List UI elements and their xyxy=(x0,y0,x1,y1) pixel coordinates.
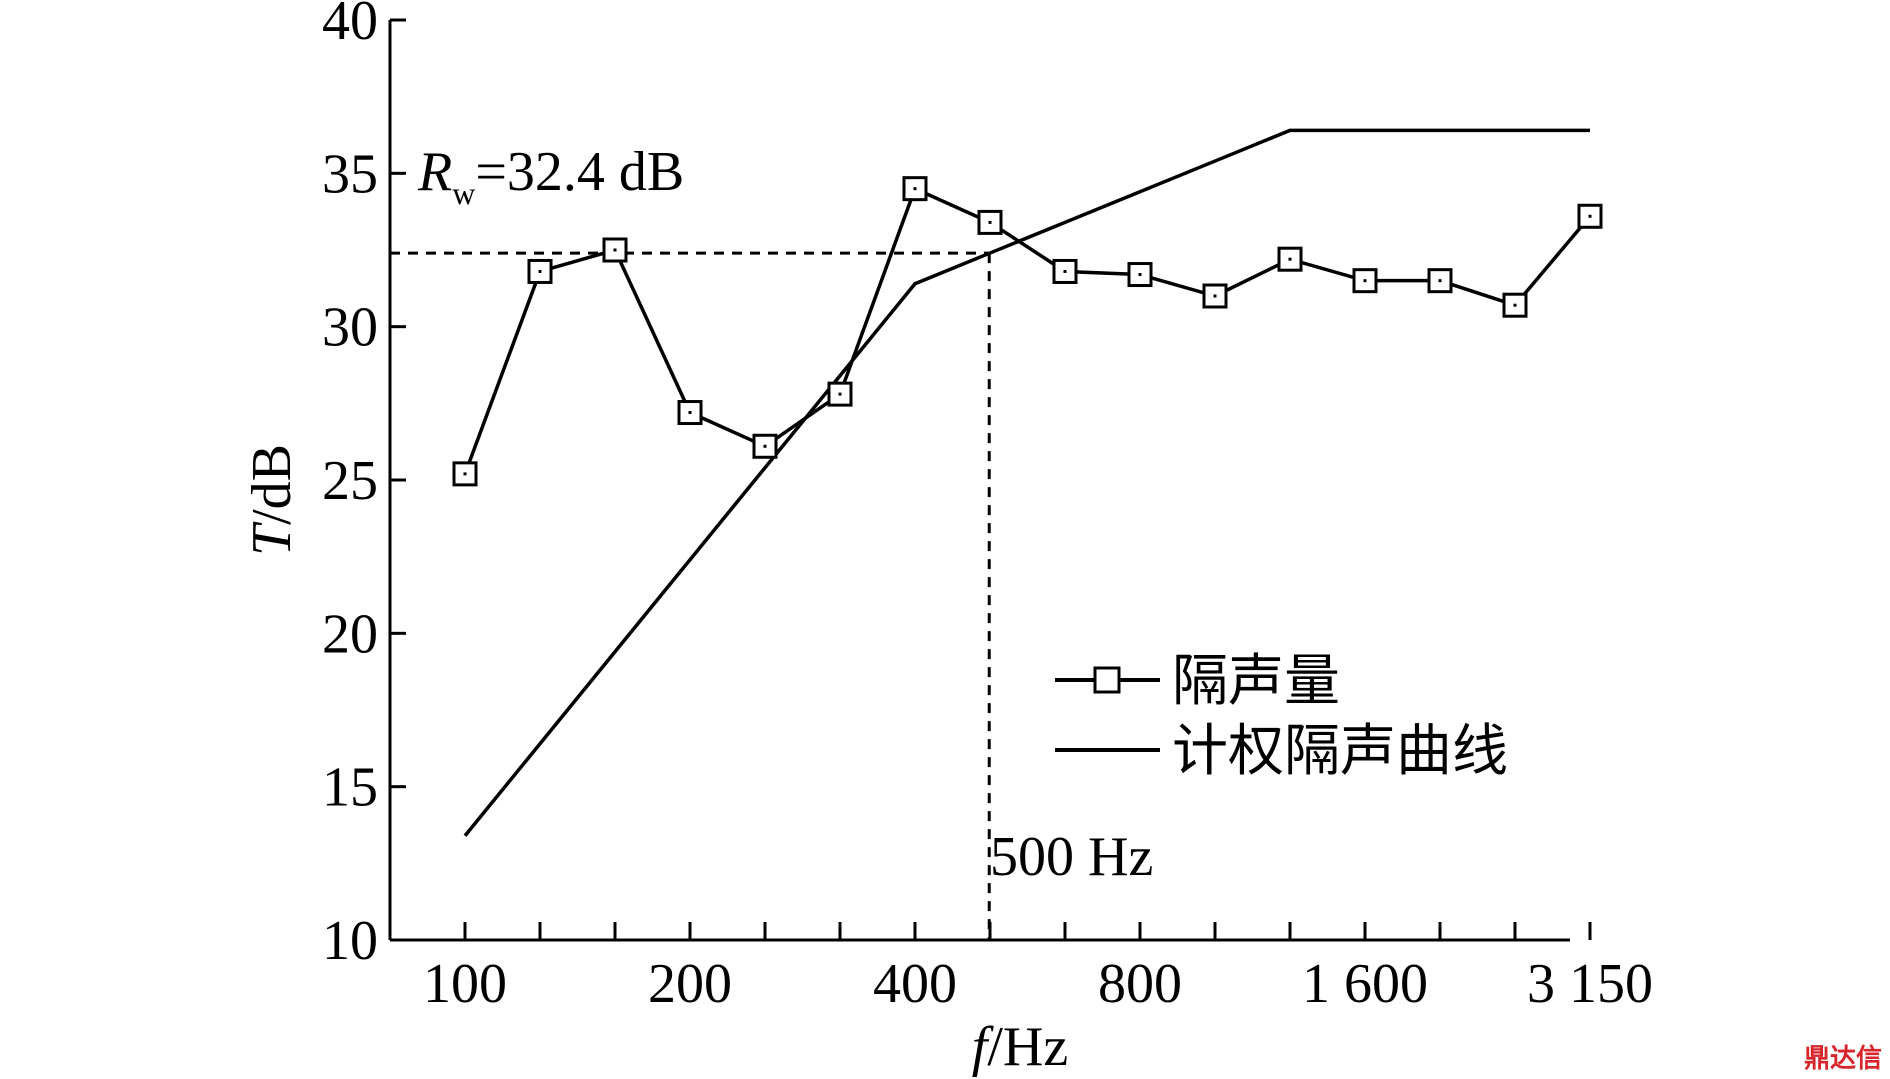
data-point xyxy=(1352,268,1378,294)
y-axis-title-symbol: T xyxy=(241,521,303,556)
reference-lines xyxy=(390,251,991,940)
data-point xyxy=(1577,203,1603,229)
data-point xyxy=(827,381,853,407)
data-point-dot xyxy=(913,187,917,191)
data-point-dot xyxy=(1513,303,1517,307)
data-point-dot xyxy=(613,248,617,252)
y-tick-label: 20 xyxy=(322,603,378,665)
legend-marker-square xyxy=(1093,666,1121,694)
y-tick-label: 10 xyxy=(322,910,378,972)
series-line-sound-insulation xyxy=(463,186,1592,475)
y-ticks: 10 15 20 25 30 35 40 xyxy=(322,0,406,972)
legend-label-sound-insulation: 隔声量 xyxy=(1172,649,1340,714)
rw-value-text: =32.4 dB xyxy=(475,141,684,203)
data-point xyxy=(452,461,478,487)
data-point xyxy=(902,176,928,202)
data-point xyxy=(1202,283,1228,309)
x-axis-title-unit: /Hz xyxy=(987,1016,1068,1078)
y-tick-label: 35 xyxy=(322,143,378,205)
data-point-dot xyxy=(838,392,842,396)
rw-subscript: w xyxy=(452,175,475,211)
data-point-dot xyxy=(1213,294,1217,298)
data-point xyxy=(602,237,628,263)
marker-frequency-label: 500 Hz xyxy=(990,826,1153,888)
x-ticks: 100 200 400 800 1 600 3 150 xyxy=(423,922,1653,1015)
data-point xyxy=(977,209,1003,235)
data-point-dot xyxy=(1063,269,1067,273)
y-tick-label: 30 xyxy=(322,297,378,359)
x-tick-label: 1 600 xyxy=(1302,953,1428,1015)
legend-label-weighted-curve: 计权隔声曲线 xyxy=(1172,719,1508,784)
series-markers xyxy=(452,176,1603,487)
y-tick-label: 15 xyxy=(322,757,378,819)
x-tick-label: 800 xyxy=(1098,953,1182,1015)
data-point xyxy=(677,400,703,426)
data-point-dot xyxy=(988,220,992,224)
y-tick-label: 40 xyxy=(322,0,378,52)
data-point-dot xyxy=(1138,273,1142,277)
y-axis-title: T/dB xyxy=(241,444,303,556)
data-point xyxy=(1052,258,1078,284)
data-point-dot xyxy=(463,472,467,476)
data-point xyxy=(1277,246,1303,272)
data-point-dot xyxy=(1588,214,1592,218)
x-axis-title: f/Hz xyxy=(972,1016,1068,1078)
x-tick-label: 3 150 xyxy=(1527,953,1653,1015)
data-point-dot xyxy=(1288,257,1292,261)
rw-symbol: R xyxy=(417,141,452,203)
data-point xyxy=(1427,268,1453,294)
x-tick-label: 400 xyxy=(873,953,957,1015)
series-lines xyxy=(463,128,1592,837)
legend: 隔声量 计权隔声曲线 xyxy=(1055,649,1508,784)
x-tick-label: 100 xyxy=(423,953,507,1015)
data-point xyxy=(1127,262,1153,288)
series-line-weighted-curve xyxy=(463,128,1590,837)
data-point xyxy=(1502,292,1528,318)
x-tick-label: 200 xyxy=(648,953,732,1015)
data-point-dot xyxy=(1363,279,1367,283)
data-point xyxy=(752,433,778,459)
data-point-dot xyxy=(688,411,692,415)
y-axis-title-unit: /dB xyxy=(241,444,303,525)
y-tick-label: 25 xyxy=(322,450,378,512)
data-point-dot xyxy=(538,269,542,273)
data-point-dot xyxy=(1438,279,1442,283)
data-point xyxy=(527,258,553,284)
data-point-dot xyxy=(763,444,767,448)
watermark-logo: 鼎达信 xyxy=(1803,1044,1882,1074)
rw-annotation: Rw=32.4 dB xyxy=(417,141,684,211)
